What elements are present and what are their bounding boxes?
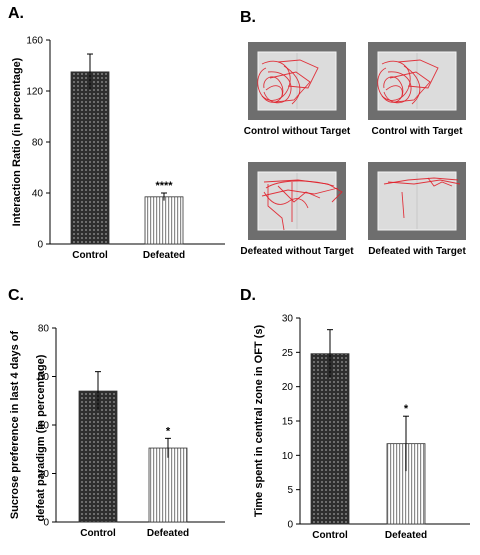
- movement-track: [263, 71, 292, 104]
- movement-track: [261, 187, 339, 197]
- movement-track: [385, 85, 403, 97]
- y-axis-label: Time spent in central zone in OFT (s): [253, 325, 265, 518]
- bar-control: [310, 353, 350, 525]
- tracking-image-caption: Defeated without Target: [240, 246, 354, 257]
- panel-a-letter: A.: [8, 5, 24, 22]
- x-category-label: Control: [312, 530, 348, 541]
- movement-track: [283, 65, 301, 105]
- y-tick-label: 20: [282, 382, 294, 393]
- significance-marker: *: [166, 425, 171, 437]
- chart-c-sucrose-preference: 0 20 40 60 80 Sucrose preference in last 4 da…: [9, 324, 225, 539]
- y-tick-label: 80: [32, 138, 44, 149]
- x-category-label: Defeated: [147, 528, 189, 539]
- bar-defeated: [148, 447, 188, 523]
- chart-d-central-zone-time: 0 5 10 15 20 25 30 Time spent in central zone i…: [253, 314, 470, 541]
- movement-track: [277, 59, 319, 89]
- panel-c-letter: C.: [8, 287, 24, 304]
- y-tick-label: 15: [282, 417, 294, 428]
- movement-track: [377, 67, 404, 103]
- y-tick-label: 10: [282, 451, 294, 462]
- bar-control: [78, 390, 118, 523]
- y-tick-label: 40: [38, 421, 50, 432]
- panel-b-letter: B.: [240, 9, 256, 26]
- y-tick-label: 20: [38, 469, 50, 480]
- y-tick-label: 0: [43, 518, 49, 529]
- movement-track: [427, 177, 453, 187]
- movement-track: [401, 191, 405, 219]
- x-category-label: Control: [72, 250, 108, 261]
- significance-marker: ****: [155, 180, 173, 192]
- movement-track: [277, 185, 321, 203]
- y-tick-label: 0: [37, 240, 43, 251]
- y-tick-label: 5: [287, 485, 293, 496]
- movement-track: [265, 85, 283, 97]
- tracking-image-4: [368, 162, 466, 240]
- tracking-image-caption: Defeated with Target: [368, 246, 466, 257]
- y-tick-label: 80: [38, 324, 50, 335]
- x-category-label: Control: [80, 528, 116, 539]
- movement-track: [265, 180, 335, 189]
- bar-defeated: [144, 196, 184, 245]
- movement-track: [387, 179, 461, 185]
- movement-track: [269, 71, 311, 103]
- movement-track: [263, 191, 309, 209]
- y-tick-label: 40: [32, 189, 44, 200]
- movement-track: [403, 65, 421, 105]
- x-category-label: Defeated: [143, 250, 185, 261]
- y-tick-label: 60: [38, 372, 50, 383]
- tracking-image-3: [248, 162, 346, 240]
- movement-track: [257, 67, 284, 103]
- significance-marker: *: [404, 403, 409, 415]
- x-category-label: Defeated: [385, 530, 427, 541]
- y-tick-label: 0: [287, 520, 293, 531]
- y-tick-label: 25: [282, 348, 294, 359]
- tracking-image-2: [368, 42, 466, 120]
- y-tick-label: 120: [26, 87, 43, 98]
- movement-track: [383, 71, 412, 104]
- movement-track: [389, 71, 431, 103]
- tracking-image-1: [248, 42, 346, 120]
- panel-b-tracking-images: Control without Target Control with Targe…: [240, 42, 466, 257]
- movement-track: [397, 59, 439, 89]
- panel-d-letter: D.: [240, 287, 256, 304]
- tracking-image-caption: Control without Target: [244, 126, 351, 137]
- y-tick-label: 30: [282, 314, 294, 325]
- y-axis-label-line: Sucrose preference in last 4 days of: [9, 331, 21, 520]
- y-tick-label: 160: [26, 36, 43, 47]
- y-axis-label: Interaction Ratio (in percentage): [11, 57, 23, 226]
- tracking-image-caption: Control with Target: [372, 126, 464, 137]
- bar-control: [70, 71, 110, 245]
- y-axis-label-line: defeat paradigm (in percentage): [35, 354, 47, 521]
- movement-track: [383, 177, 459, 185]
